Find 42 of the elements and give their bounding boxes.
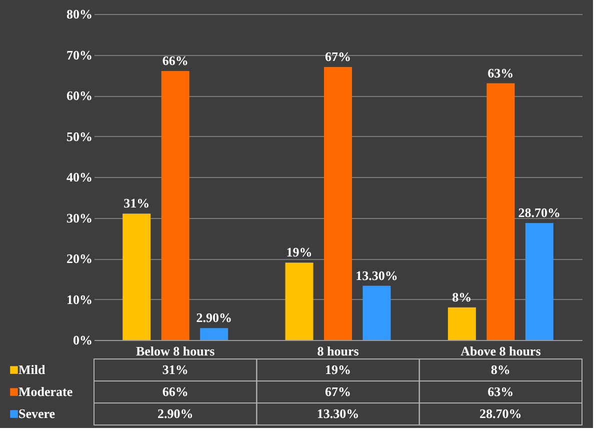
bar: [161, 71, 190, 340]
x-tick-label: 8 hours: [317, 344, 359, 358]
y-tick-label: 10%: [66, 292, 92, 307]
text: 63%: [488, 65, 514, 80]
text: 67%: [325, 48, 351, 64]
x-tick-label: Below 8 hours: [136, 344, 215, 358]
bar: [324, 66, 352, 340]
data-label: 63%: [488, 384, 514, 399]
y-tick-label: 50%: [66, 128, 92, 144]
data-label: 2.90%: [157, 406, 194, 421]
bar: [525, 223, 554, 340]
bar: [448, 307, 476, 340]
text: 13.30%: [356, 268, 398, 283]
data-label: 19%: [325, 362, 351, 377]
bar: [122, 214, 151, 340]
text: 66%: [162, 53, 188, 68]
data-label: 66%: [162, 384, 188, 399]
y-tick-label: 0%: [73, 332, 92, 348]
y-tick-label: 30%: [66, 210, 92, 226]
y-tick-label: 60%: [66, 88, 92, 103]
legend-label: Mild: [18, 362, 46, 377]
data-label: 8%: [490, 362, 510, 377]
data-label: 67%: [325, 384, 351, 399]
bar: [486, 83, 515, 340]
legend-label: Severe: [18, 406, 56, 421]
y-tick-label: 80%: [66, 6, 92, 22]
text: 28.70%: [518, 205, 561, 220]
y-tick-label: 40%: [66, 170, 92, 184]
bar: [285, 262, 314, 340]
text: 31%: [124, 196, 150, 211]
text: 19%: [286, 244, 312, 260]
y-tick-label: 70%: [66, 47, 92, 62]
y-tick-label: 20%: [66, 251, 92, 266]
data-label: 28.70%: [480, 406, 522, 421]
data-label: 31%: [162, 362, 188, 377]
bar: [362, 286, 391, 340]
text: 2.90%: [196, 310, 232, 326]
text: 8%: [452, 289, 472, 304]
data-label: 13.30%: [316, 406, 360, 421]
x-tick-label: Above 8 hours: [460, 344, 541, 358]
bar: [200, 328, 228, 340]
legend-label: Moderate: [18, 384, 73, 399]
